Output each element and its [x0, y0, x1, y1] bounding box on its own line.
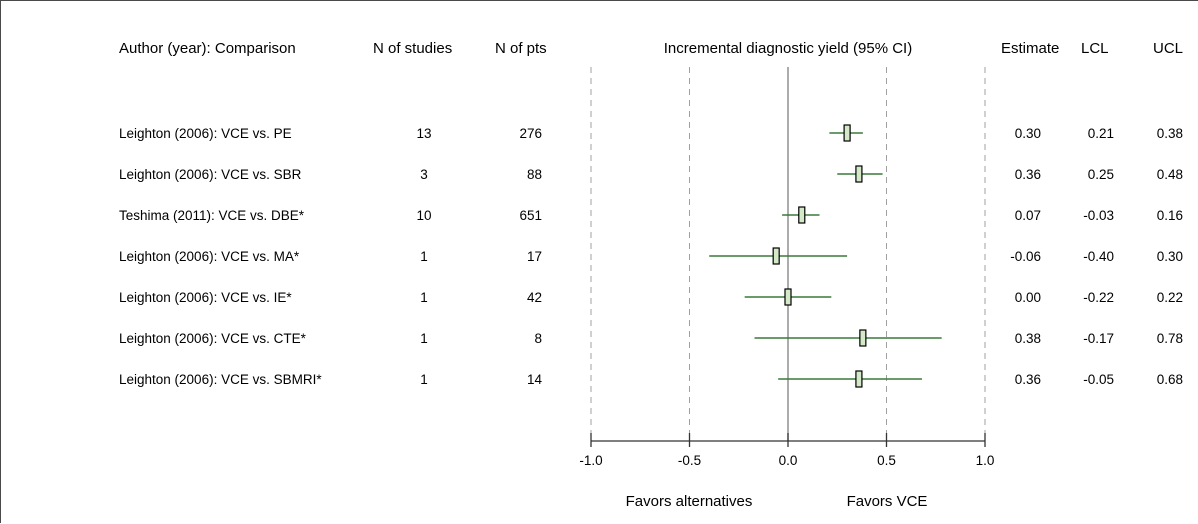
study-label: Leighton (2006): VCE vs. MA*: [119, 249, 300, 264]
n-pts-value: 14: [527, 372, 543, 387]
point-estimate-marker: [843, 124, 851, 142]
study-label: Leighton (2006): VCE vs. SBR: [119, 167, 302, 182]
study-row: Leighton (2006): VCE vs. SBMRI* 1 14 0.36 -0…: [119, 370, 1183, 388]
n-studies-value: 1: [420, 290, 428, 305]
x-tick-label: 1.0: [976, 453, 995, 468]
ucl-value: 0.48: [1157, 167, 1183, 182]
n-pts-value: 651: [519, 208, 542, 223]
estimate-value: 0.36: [1015, 372, 1041, 387]
lcl-value: 0.21: [1088, 126, 1114, 141]
point-estimate-marker: [798, 206, 806, 224]
ucl-value: 0.16: [1157, 208, 1183, 223]
ucl-value: 0.78: [1157, 331, 1183, 346]
point-estimate-marker: [784, 288, 792, 306]
n-pts-value: 276: [519, 126, 542, 141]
lcl-value: -0.05: [1083, 372, 1114, 387]
header-plot-title: Incremental diagnostic yield (95% CI): [664, 40, 912, 57]
reference-lines: [590, 67, 986, 441]
favors-vce-label: Favors VCE: [847, 493, 928, 510]
x-tick-label: -1.0: [579, 453, 602, 468]
estimate-value: 0.30: [1015, 126, 1041, 141]
lcl-value: -0.17: [1083, 331, 1114, 346]
x-tick-label: 0.5: [877, 453, 896, 468]
lcl-value: -0.22: [1083, 290, 1114, 305]
ucl-value: 0.68: [1157, 372, 1183, 387]
study-label: Teshima (2011): VCE vs. DBE*: [119, 208, 305, 223]
header-ucl: UCL: [1153, 40, 1183, 57]
favors-alternatives-label: Favors alternatives: [626, 493, 753, 510]
x-tick-label: -0.5: [678, 453, 701, 468]
header-lcl: LCL: [1081, 40, 1109, 57]
lcl-value: 0.25: [1088, 167, 1114, 182]
n-studies-value: 10: [416, 208, 431, 223]
point-estimate-marker: [855, 370, 863, 388]
n-pts-value: 8: [534, 331, 542, 346]
estimate-value: 0.07: [1015, 208, 1041, 223]
study-row: Leighton (2006): VCE vs. CTE* 1 8 0.38 -0.17…: [119, 329, 1183, 347]
study-row: Leighton (2006): VCE vs. MA* 1 17 -0.06 -0.4…: [119, 247, 1183, 265]
study-rows: Leighton (2006): VCE vs. PE 13 276 0.30 0.21…: [119, 124, 1183, 388]
point-estimate-marker: [772, 247, 780, 265]
lcl-value: -0.40: [1083, 249, 1114, 264]
study-label: Leighton (2006): VCE vs. SBMRI*: [119, 372, 322, 387]
n-studies-value: 1: [420, 249, 428, 264]
ucl-value: 0.38: [1157, 126, 1183, 141]
study-row: Leighton (2006): VCE vs. PE 13 276 0.30 0.21…: [119, 124, 1183, 142]
n-pts-value: 88: [527, 167, 542, 182]
ucl-value: 0.22: [1157, 290, 1183, 305]
study-row: Leighton (2006): VCE vs. IE* 1 42 0.00 -0.22…: [119, 288, 1183, 306]
x-axis: -1.0 -0.5 0.0 0.5 1.0: [579, 433, 994, 468]
n-studies-value: 1: [420, 331, 428, 346]
n-studies-value: 1: [420, 372, 428, 387]
header-n-studies: N of studies: [373, 40, 452, 57]
estimate-value: 0.00: [1015, 290, 1041, 305]
estimate-value: 0.38: [1015, 331, 1041, 346]
point-estimate-marker: [855, 165, 863, 183]
lcl-value: -0.03: [1083, 208, 1114, 223]
study-row: Leighton (2006): VCE vs. SBR 3 88 0.36 0.25 0…: [119, 165, 1183, 183]
estimate-value: 0.36: [1015, 167, 1041, 182]
header-estimate: Estimate: [1001, 40, 1059, 57]
ucl-value: 0.30: [1157, 249, 1183, 264]
study-label: Leighton (2006): VCE vs. PE: [119, 126, 292, 141]
header-n-pts: N of pts: [495, 40, 547, 57]
n-pts-value: 17: [527, 249, 542, 264]
n-pts-value: 42: [527, 290, 542, 305]
estimate-value: -0.06: [1010, 249, 1041, 264]
n-studies-value: 13: [416, 126, 431, 141]
study-label: Leighton (2006): VCE vs. CTE*: [119, 331, 307, 346]
n-studies-value: 3: [420, 167, 428, 182]
x-tick-label: 0.0: [779, 453, 798, 468]
header-author: Author (year): Comparison: [119, 40, 296, 57]
point-estimate-marker: [859, 329, 867, 347]
study-row: Teshima (2011): VCE vs. DBE* 10 651 0.07 -0.…: [119, 206, 1183, 224]
study-label: Leighton (2006): VCE vs. IE*: [119, 290, 292, 305]
